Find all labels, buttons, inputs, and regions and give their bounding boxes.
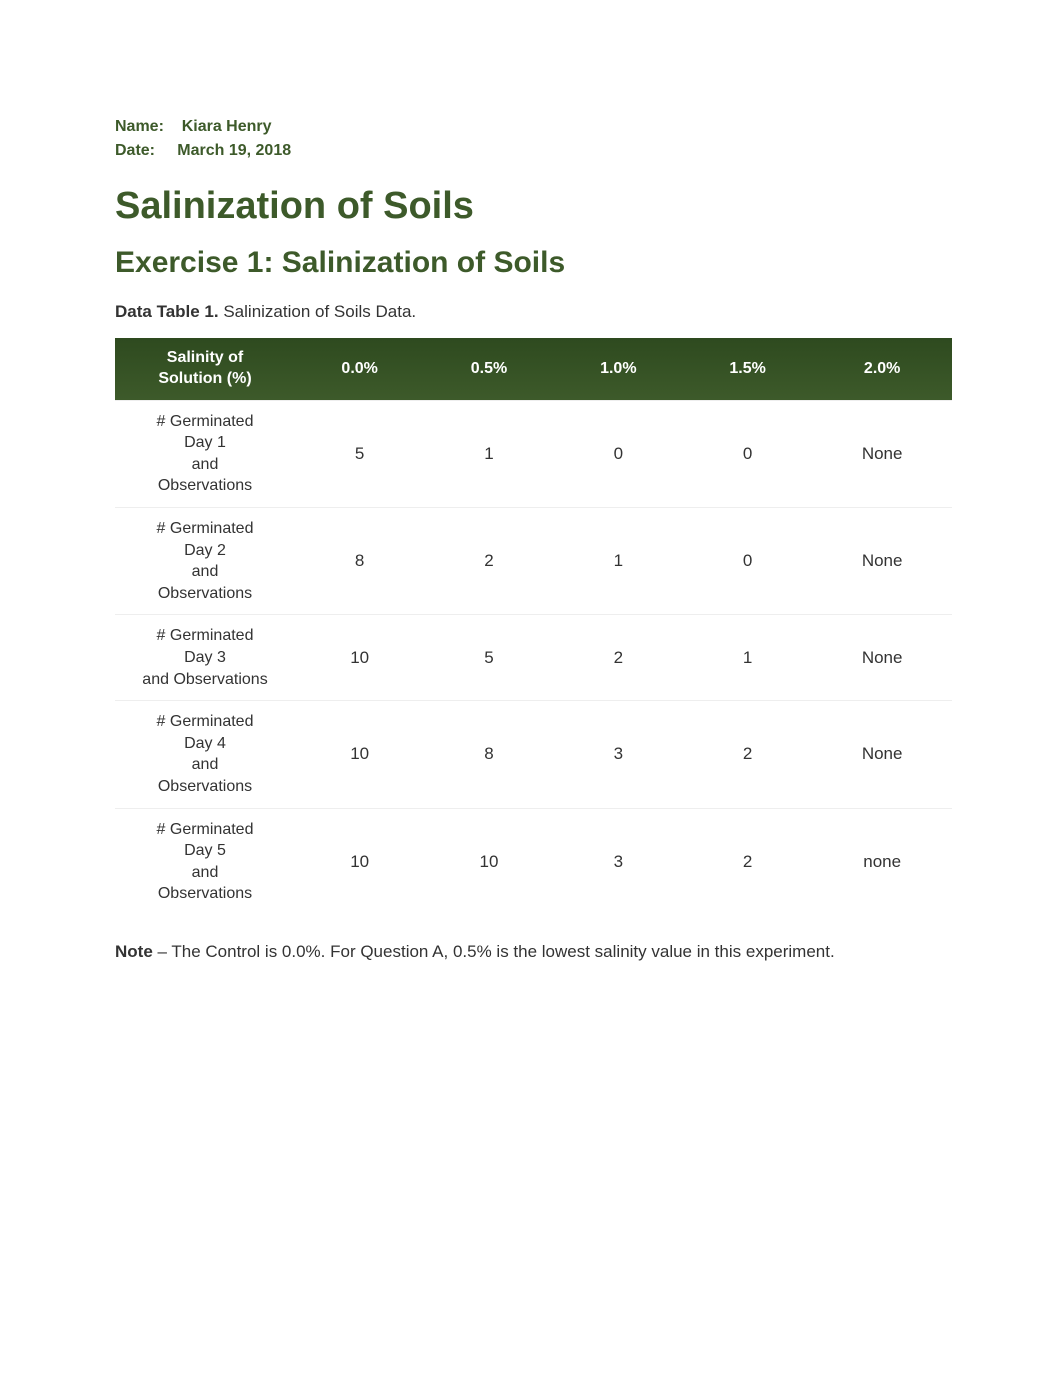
- table-cell: 1: [683, 614, 812, 700]
- table-cell: 5: [295, 400, 424, 507]
- row-label: # GerminatedDay 4andObservations: [115, 700, 295, 807]
- table-cell: None: [812, 400, 952, 507]
- name-value: Kiara Henry: [182, 118, 272, 135]
- date-value: March 19, 2018: [177, 142, 291, 159]
- col-header-20: 2.0%: [812, 338, 952, 400]
- table-caption-bold: Data Table 1.: [115, 302, 219, 321]
- table-cell: 10: [295, 808, 424, 915]
- date-label: Date:: [115, 142, 155, 159]
- table-cell: 1: [554, 507, 683, 614]
- table-cell: 8: [424, 700, 553, 807]
- table-row: # GerminatedDay 2andObservations8210None: [115, 507, 952, 614]
- table-cell: 10: [424, 808, 553, 915]
- table-cell: 2: [554, 614, 683, 700]
- table-row: # GerminatedDay 4andObservations10832Non…: [115, 700, 952, 807]
- name-line: Name: Kiara Henry: [115, 115, 952, 139]
- table-cell: 3: [554, 700, 683, 807]
- note-rest: – The Control is 0.0%. For Question A, 0…: [153, 942, 835, 961]
- row-label: # GerminatedDay 5andObservations: [115, 808, 295, 915]
- note-bold: Note: [115, 942, 153, 961]
- table-header-row: Salinity ofSolution (%) 0.0% 0.5% 1.0% 1…: [115, 338, 952, 400]
- table-cell: None: [812, 507, 952, 614]
- row-label: # GerminatedDay 2andObservations: [115, 507, 295, 614]
- table-cell: 0: [554, 400, 683, 507]
- salinization-table: Salinity ofSolution (%) 0.0% 0.5% 1.0% 1…: [115, 338, 952, 915]
- table-cell: 2: [683, 808, 812, 915]
- table-row: # GerminatedDay 3and Observations10521No…: [115, 614, 952, 700]
- col-header-05: 0.5%: [424, 338, 553, 400]
- table-body: # GerminatedDay 1andObservations5100None…: [115, 400, 952, 915]
- date-line: Date: March 19, 2018: [115, 139, 952, 163]
- table-cell: 10: [295, 700, 424, 807]
- col-header-salinity: Salinity ofSolution (%): [115, 338, 295, 400]
- table-cell: 2: [683, 700, 812, 807]
- table-cell: None: [812, 700, 952, 807]
- table-cell: 10: [295, 614, 424, 700]
- col-header-0: 0.0%: [295, 338, 424, 400]
- col-header-15: 1.5%: [683, 338, 812, 400]
- table-row: # GerminatedDay 5andObservations101032no…: [115, 808, 952, 915]
- table-cell: 5: [424, 614, 553, 700]
- name-label: Name:: [115, 118, 164, 135]
- table-caption-rest: Salinization of Soils Data.: [219, 302, 417, 321]
- table-cell: 0: [683, 507, 812, 614]
- table-caption: Data Table 1. Salinization of Soils Data…: [115, 302, 952, 322]
- table-cell: none: [812, 808, 952, 915]
- note-text: Note – The Control is 0.0%. For Question…: [115, 939, 952, 965]
- table-cell: 0: [683, 400, 812, 507]
- table-cell: 1: [424, 400, 553, 507]
- table-cell: 8: [295, 507, 424, 614]
- table-cell: 3: [554, 808, 683, 915]
- table-row: # GerminatedDay 1andObservations5100None: [115, 400, 952, 507]
- page-title: Salinization of Soils: [115, 185, 952, 228]
- row-label: # GerminatedDay 3and Observations: [115, 614, 295, 700]
- table-cell: None: [812, 614, 952, 700]
- row-label: # GerminatedDay 1andObservations: [115, 400, 295, 507]
- col-header-10: 1.0%: [554, 338, 683, 400]
- table-cell: 2: [424, 507, 553, 614]
- exercise-title: Exercise 1: Salinization of Soils: [115, 246, 952, 280]
